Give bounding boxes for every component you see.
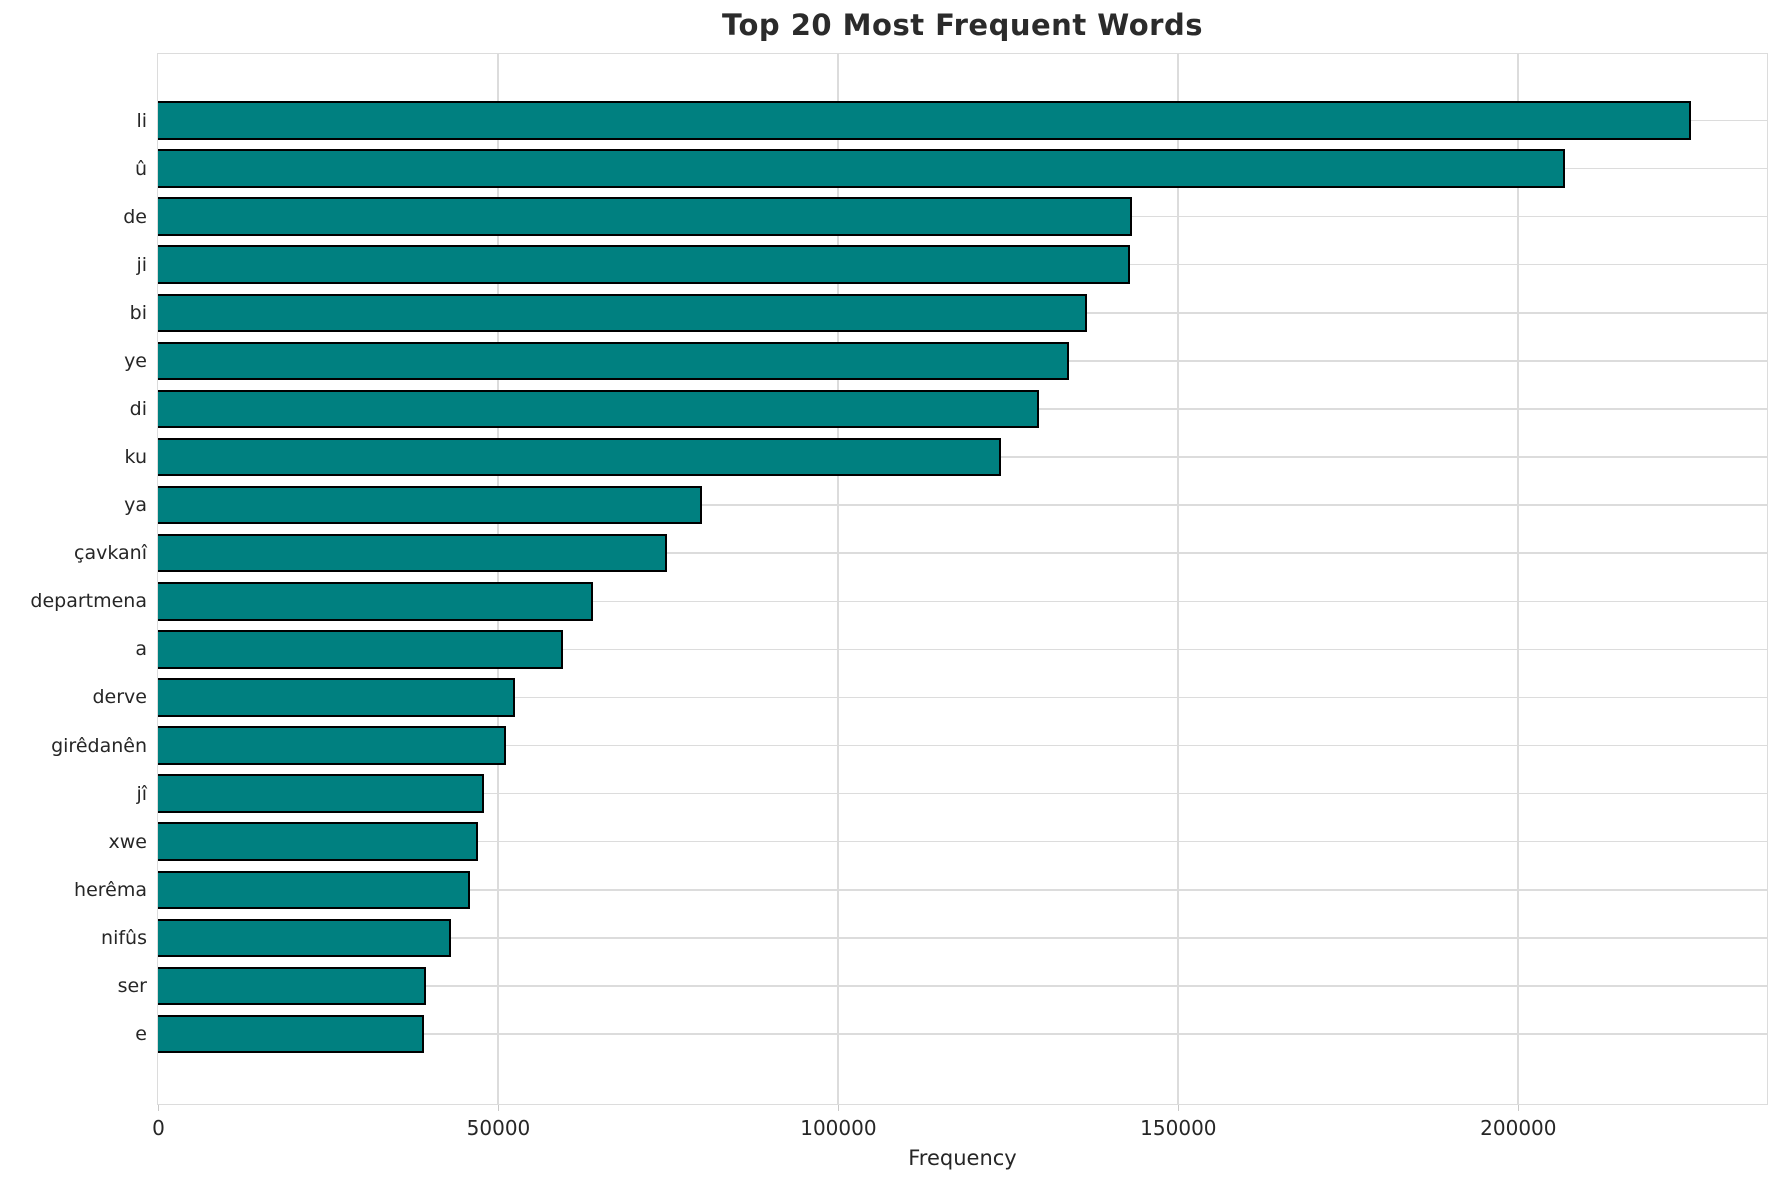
- bar-jî: [158, 774, 485, 813]
- y-axis-label-xwe: xwe: [108, 830, 147, 853]
- bar-de: [158, 197, 1132, 236]
- y-axis-label-û: û: [134, 157, 147, 180]
- bar-çavkanî: [158, 533, 668, 573]
- bar-nifûs: [158, 918, 452, 958]
- bar-bi: [158, 293, 1087, 333]
- vertical-gridline: [1177, 54, 1179, 1104]
- bar-ya: [158, 485, 702, 525]
- x-tick-mark: [837, 1105, 840, 1111]
- x-tick-mark: [157, 1105, 160, 1111]
- horizontal-gridline: [158, 985, 1767, 987]
- x-tick-label-100000: 100000: [800, 1116, 877, 1140]
- horizontal-gridline: [158, 1033, 1767, 1035]
- bar-girêdanên: [158, 726, 507, 765]
- plot-area: [157, 53, 1768, 1105]
- bar-li: [158, 101, 1692, 140]
- horizontal-gridline: [158, 504, 1767, 506]
- bar-departmena: [158, 582, 594, 621]
- y-axis-label-ye: ye: [124, 349, 147, 372]
- x-tick-label-200000: 200000: [1480, 1116, 1557, 1140]
- vertical-gridline: [837, 54, 839, 1104]
- x-tick-mark: [1177, 1105, 1180, 1111]
- x-tick-label-0: 0: [152, 1116, 165, 1140]
- x-axis-title: Frequency: [908, 1146, 1017, 1170]
- x-tick-mark: [1517, 1105, 1520, 1111]
- y-axis-label-girêdanên: girêdanên: [51, 734, 147, 757]
- bar-e: [158, 1014, 424, 1054]
- horizontal-gridline: [158, 937, 1767, 939]
- x-tick-label-150000: 150000: [1140, 1116, 1217, 1140]
- y-axis-label-di: di: [129, 397, 147, 420]
- vertical-gridline: [497, 54, 499, 1104]
- bar-herêma: [158, 870, 471, 909]
- y-axis-label-derve: derve: [92, 686, 148, 709]
- horizontal-gridline: [158, 600, 1767, 603]
- vertical-gridline: [1517, 54, 1519, 1104]
- y-axis-label-departmena: departmena: [30, 590, 147, 613]
- bar-ser: [158, 966, 426, 1006]
- y-axis-label-nifûs: nifûs: [101, 926, 147, 949]
- chart-title: Top 20 Most Frequent Words: [722, 8, 1203, 42]
- y-axis-label-e: e: [135, 1023, 147, 1045]
- y-axis-label-ser: ser: [117, 974, 147, 997]
- bar-û: [158, 149, 1566, 188]
- bar-di: [158, 389, 1040, 429]
- y-axis-label-li: li: [136, 109, 147, 132]
- y-axis-label-jî: jî: [136, 782, 147, 805]
- x-tick-mark: [497, 1105, 500, 1111]
- y-axis-label-bi: bi: [129, 301, 147, 324]
- horizontal-gridline: [158, 889, 1767, 891]
- y-axis-label-ji: ji: [136, 253, 147, 276]
- y-axis-label-a: a: [135, 638, 147, 661]
- bar-derve: [158, 678, 515, 717]
- bar-a: [158, 630, 563, 669]
- y-axis-label-ku: ku: [124, 446, 147, 469]
- horizontal-gridline: [158, 840, 1767, 843]
- horizontal-gridline: [158, 648, 1767, 651]
- bar-ye: [158, 341, 1070, 381]
- x-tick-label-50000: 50000: [466, 1116, 531, 1140]
- y-axis-label-çavkanî: çavkanî: [74, 542, 147, 565]
- bar-ku: [158, 437, 1002, 477]
- y-axis-label-ya: ya: [124, 494, 147, 517]
- horizontal-gridline: [158, 744, 1767, 747]
- bar-ji: [158, 245, 1131, 284]
- horizontal-gridline: [158, 552, 1767, 554]
- horizontal-gridline: [158, 792, 1767, 795]
- y-axis-label-de: de: [123, 205, 147, 228]
- bar-xwe: [158, 822, 478, 861]
- y-axis-label-herêma: herêma: [74, 878, 147, 901]
- horizontal-gridline: [158, 696, 1767, 699]
